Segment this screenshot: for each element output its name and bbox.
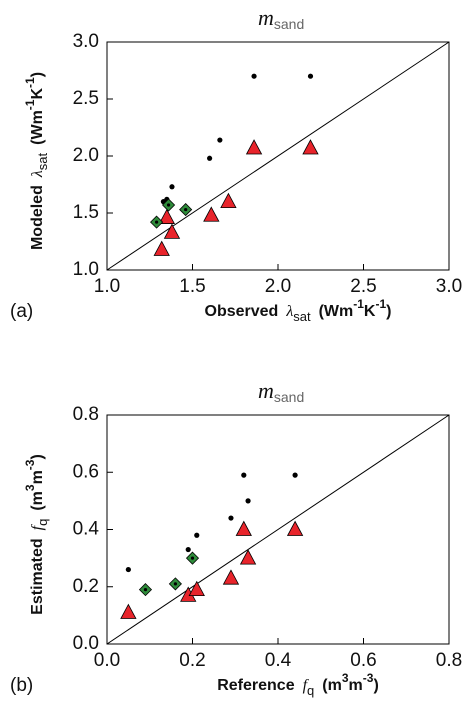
y-tick-label: 2.0 — [73, 145, 99, 166]
label-part: sat — [293, 309, 311, 324]
label-part: λ — [29, 170, 46, 178]
x-tick-label: 0.6 — [350, 650, 376, 671]
label-part: -1 — [375, 297, 386, 311]
point — [245, 139, 263, 155]
x-tick-label: 0.4 — [265, 650, 292, 671]
label-part: K — [364, 303, 376, 320]
label-part: f — [303, 677, 310, 694]
y-tick-label: 0.6 — [73, 461, 99, 482]
label-part: Modeled — [29, 185, 46, 250]
label-part: -1 — [353, 297, 364, 311]
x-tick-label: 0.2 — [179, 650, 205, 671]
point — [235, 520, 252, 536]
label-part: 3 — [23, 484, 37, 491]
axis-label: Modeledλsat(Wm-1K-1) — [23, 72, 50, 250]
label-part: ) — [373, 677, 378, 694]
label-part: -3 — [23, 459, 37, 470]
x-tick-label: 1.5 — [179, 276, 205, 297]
x-tick-label: 0.0 — [94, 650, 120, 671]
label-part: Observed — [205, 303, 279, 320]
y-tick-label: 0.0 — [73, 633, 99, 654]
title-sub: sand — [274, 389, 304, 405]
label-part: (Wm — [29, 110, 46, 145]
label-part: ) — [386, 303, 391, 320]
point — [217, 137, 223, 143]
y-tick-label: 3.0 — [73, 31, 99, 52]
point — [203, 206, 220, 222]
point — [185, 546, 191, 553]
point-center — [154, 220, 159, 224]
label-part: q — [35, 519, 50, 526]
chart-title: msand — [258, 378, 304, 405]
x-tick-label: 1.0 — [94, 276, 120, 297]
label-part: (Wm — [319, 303, 354, 320]
panel-label: (a) — [10, 301, 33, 322]
point — [158, 208, 176, 224]
point-center — [184, 207, 188, 212]
label-part: f — [29, 523, 46, 530]
label-part: (m — [29, 491, 46, 511]
label-part: Estimated — [29, 538, 46, 614]
point — [241, 472, 247, 478]
y-tick-label: 1.5 — [73, 202, 99, 223]
point — [120, 603, 137, 619]
axis-label: Observed λsat (Wm-1K-1) — [205, 297, 392, 324]
label-part: sat — [35, 152, 50, 170]
point — [153, 240, 170, 256]
point — [307, 73, 314, 79]
label-part: q — [307, 683, 314, 698]
x-tick-label: 3.0 — [436, 276, 462, 297]
axis-label: Reference fq (m3m-3) — [217, 671, 379, 698]
x-tick-label: 2.0 — [265, 276, 291, 297]
panel-label: (b) — [10, 675, 33, 696]
label-part: ) — [29, 72, 46, 77]
label-part: ) — [29, 454, 46, 459]
label-part: 3 — [342, 671, 349, 685]
point — [194, 532, 200, 538]
label-part: m — [29, 470, 46, 484]
point — [125, 566, 131, 573]
point — [245, 498, 251, 504]
point — [302, 139, 319, 155]
label-part: -3 — [363, 671, 374, 685]
x-tick-label: 2.5 — [350, 276, 376, 297]
point — [286, 520, 304, 536]
point — [239, 549, 257, 565]
point — [207, 155, 213, 161]
point — [222, 569, 240, 585]
chart-title: msand — [258, 5, 304, 32]
axis-label: Estimated fq (m3m-3) — [23, 454, 50, 615]
label-part: m — [349, 677, 363, 694]
y-tick-label: 1.0 — [73, 259, 99, 280]
one-to-one-line — [106, 41, 450, 271]
point-center — [143, 588, 148, 592]
y-tick-label: 0.2 — [73, 576, 99, 597]
label-part: -1 — [23, 99, 37, 110]
point — [228, 515, 234, 521]
title-sub: sand — [274, 16, 304, 32]
y-tick-label: 0.8 — [73, 404, 99, 425]
label-part: K — [29, 88, 46, 100]
point — [292, 472, 298, 478]
one-to-one-line — [106, 414, 450, 645]
y-tick-label: 2.5 — [73, 88, 99, 109]
point — [163, 223, 181, 239]
point — [220, 192, 237, 208]
point-center — [173, 582, 177, 586]
title-main: m — [258, 5, 274, 30]
point — [169, 184, 175, 190]
label-part: (m — [322, 677, 342, 694]
point — [251, 73, 257, 79]
point-center — [190, 556, 195, 560]
label-part: λ — [285, 303, 293, 320]
point — [188, 580, 205, 597]
label-part: -1 — [23, 77, 37, 88]
y-tick-label: 0.4 — [73, 519, 100, 540]
title-main: m — [258, 378, 274, 403]
label-part: Reference — [217, 677, 294, 694]
x-tick-label: 0.8 — [436, 650, 462, 671]
point-center — [166, 203, 171, 207]
